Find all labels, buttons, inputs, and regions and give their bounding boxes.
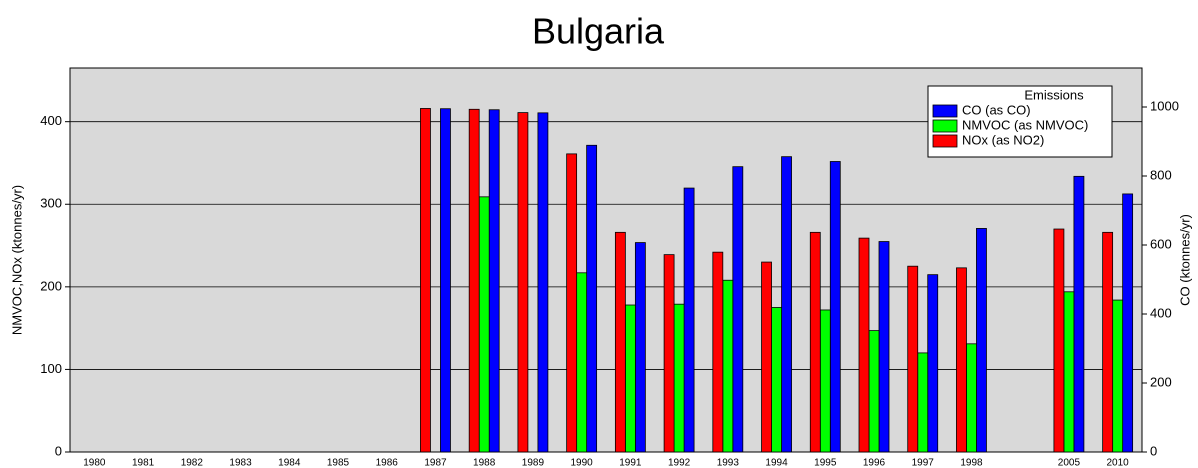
bar bbox=[566, 153, 578, 453]
legend-swatch bbox=[932, 104, 958, 118]
bar bbox=[683, 187, 695, 453]
bar bbox=[1102, 231, 1114, 453]
legend-label: NOx (as NO2) bbox=[962, 132, 1044, 147]
bar bbox=[614, 231, 626, 453]
legend-swatch bbox=[932, 134, 958, 148]
y-tick-label: 100 bbox=[40, 361, 62, 376]
x-tick-label: 1991 bbox=[619, 458, 642, 468]
x-tick-label: 2005 bbox=[1058, 458, 1081, 468]
x-tick-label: 2010 bbox=[1107, 458, 1130, 468]
bar bbox=[488, 109, 500, 453]
bar bbox=[858, 237, 870, 453]
legend-title: Emissions bbox=[1024, 87, 1084, 102]
x-tick-label: 1994 bbox=[765, 458, 788, 468]
y-tick-label: 300 bbox=[40, 196, 62, 211]
bar bbox=[537, 112, 549, 453]
bar bbox=[956, 267, 967, 453]
x-tick-label: 1984 bbox=[278, 458, 301, 468]
bar bbox=[517, 112, 529, 453]
bar bbox=[1112, 299, 1124, 453]
x-tick-label: 1987 bbox=[424, 458, 447, 468]
bar bbox=[907, 265, 919, 453]
bar bbox=[819, 309, 831, 453]
bar bbox=[663, 254, 675, 453]
bar bbox=[722, 279, 734, 453]
bar bbox=[468, 108, 480, 453]
x-tick-label: 1988 bbox=[473, 458, 496, 468]
x-tick-label: 1981 bbox=[132, 458, 155, 468]
y2-tick-label: 800 bbox=[1150, 167, 1172, 182]
bar bbox=[634, 242, 646, 453]
x-tick-label: 1993 bbox=[717, 458, 740, 468]
chart-title: Bulgaria bbox=[532, 11, 665, 52]
x-tick-label: 1996 bbox=[863, 458, 886, 468]
bar bbox=[878, 241, 890, 453]
bar bbox=[673, 303, 685, 453]
x-tick-label: 1990 bbox=[571, 458, 594, 468]
bar bbox=[586, 144, 598, 453]
x-tick-label: 1980 bbox=[83, 458, 106, 468]
legend-label: CO (as CO) bbox=[962, 102, 1031, 117]
bar bbox=[1122, 193, 1134, 453]
bar bbox=[576, 272, 588, 453]
y2-tick-label: 400 bbox=[1150, 305, 1172, 320]
bar bbox=[478, 196, 490, 453]
x-tick-label: 1982 bbox=[181, 458, 204, 468]
y2-tick-label: 200 bbox=[1150, 374, 1172, 389]
x-tick-label: 1998 bbox=[960, 458, 983, 468]
bar bbox=[966, 343, 977, 453]
x-tick-label: 1983 bbox=[229, 458, 252, 468]
bar bbox=[809, 231, 821, 453]
bar bbox=[927, 274, 939, 453]
x-tick-label: 1986 bbox=[376, 458, 399, 468]
x-tick-label: 1997 bbox=[912, 458, 935, 468]
bar bbox=[732, 166, 744, 453]
legend-box bbox=[927, 85, 1113, 158]
bar bbox=[420, 108, 431, 453]
bar bbox=[868, 330, 880, 453]
x-tick-label: 1989 bbox=[522, 458, 545, 468]
x-tick-label: 1995 bbox=[814, 458, 837, 468]
y-tick-label: 200 bbox=[40, 278, 62, 293]
bar bbox=[761, 261, 772, 453]
bar bbox=[771, 307, 782, 453]
bar bbox=[976, 228, 987, 453]
y-tick-label: 0 bbox=[55, 443, 62, 458]
y2-tick-label: 600 bbox=[1150, 236, 1172, 251]
bar bbox=[440, 108, 451, 453]
bar bbox=[712, 251, 724, 453]
bar bbox=[1063, 291, 1075, 453]
bar bbox=[781, 156, 792, 453]
x-tick-label: 1992 bbox=[668, 458, 691, 468]
bar bbox=[829, 161, 841, 453]
y2-tick-label: 0 bbox=[1150, 443, 1157, 458]
bar bbox=[624, 304, 636, 453]
y2-axis-label: CO (ktonnes/yr) bbox=[1177, 214, 1192, 306]
legend-label: NMVOC (as NMVOC) bbox=[962, 117, 1088, 132]
legend-swatch bbox=[932, 119, 958, 133]
bar bbox=[1053, 228, 1065, 453]
y-axis-label: NMVOC,NOx (ktonnes/yr) bbox=[9, 185, 24, 335]
bar bbox=[1073, 175, 1085, 453]
y2-tick-label: 1000 bbox=[1150, 98, 1179, 113]
y-tick-label: 400 bbox=[40, 113, 62, 128]
bar bbox=[917, 352, 929, 453]
x-tick-label: 1985 bbox=[327, 458, 350, 468]
